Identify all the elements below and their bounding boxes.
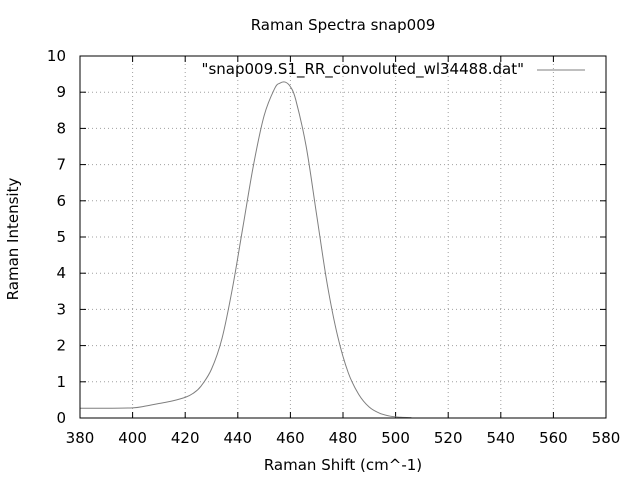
y-tick-label: 2: [56, 337, 66, 355]
x-tick-label: 560: [539, 429, 568, 447]
y-tick-label: 1: [56, 373, 66, 391]
series-line: [79, 81, 412, 419]
y-tick-label: 9: [56, 83, 66, 101]
x-tick-label: 540: [486, 429, 515, 447]
x-tick-label: 500: [381, 429, 410, 447]
y-tick-label: 0: [56, 409, 66, 427]
legend-entry-label: "snap009.S1_RR_convoluted_wl34488.dat": [202, 60, 524, 79]
y-tick-label: 10: [47, 47, 66, 65]
plot-border: [79, 55, 607, 419]
x-tick-label: 580: [592, 429, 621, 447]
x-tick-label: 380: [66, 429, 95, 447]
x-tick-label: 480: [329, 429, 358, 447]
x-tick-label: 460: [276, 429, 305, 447]
y-tick-label: 3: [56, 300, 66, 318]
series-layer: [79, 81, 412, 419]
y-tick-label: 8: [56, 119, 66, 137]
x-tick-label: 440: [223, 429, 252, 447]
y-tick-label: 7: [56, 156, 66, 174]
axis-ticks: 380 400 420 440 460 480 500 520 540 560 580 0 1 2 3 4 5 6…: [47, 47, 620, 447]
y-tick-label: 4: [56, 264, 66, 282]
y-tick-label: 5: [56, 228, 66, 246]
x-tick-label: 520: [434, 429, 463, 447]
legend: "snap009.S1_RR_convoluted_wl34488.dat": [202, 60, 585, 79]
chart-title: Raman Spectra snap009: [251, 16, 436, 34]
x-axis-label: Raman Shift (cm^-1): [264, 456, 422, 474]
x-tick-label: 420: [171, 429, 200, 447]
grid-lines: [80, 56, 606, 418]
y-tick-label: 6: [56, 192, 66, 210]
x-tick-label: 400: [118, 429, 147, 447]
y-axis-label: Raman Intensity: [4, 178, 22, 301]
